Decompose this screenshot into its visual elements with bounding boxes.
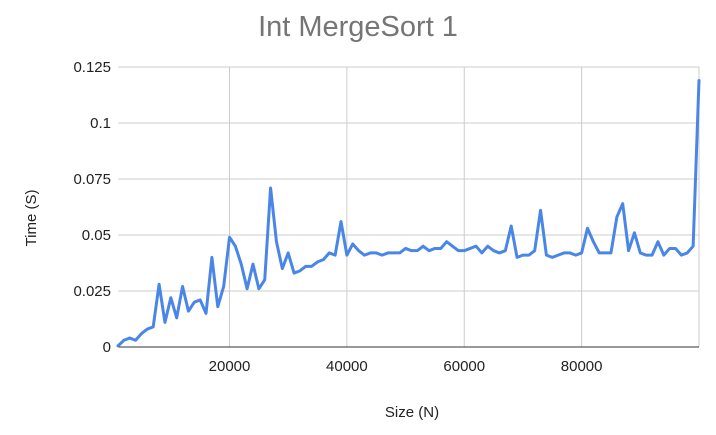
series-line xyxy=(116,78,701,348)
x-tick-label: 60000 xyxy=(443,358,485,375)
y-tick-label: 0.075 xyxy=(73,171,111,188)
y-axis-tick-labels: 0 0.025 0.05 0.075 0.1 0.125 xyxy=(73,59,111,356)
x-axis-title: Size (N) xyxy=(385,404,439,421)
x-gridlines xyxy=(229,67,700,347)
y-tick-label: 0.025 xyxy=(73,283,111,300)
y-tick-label: 0.05 xyxy=(82,227,111,244)
x-tick-label: 80000 xyxy=(561,358,603,375)
chart-title: Int MergeSort 1 xyxy=(258,11,458,43)
x-axis-tick-labels: 20000 40000 60000 80000 xyxy=(209,358,603,375)
y-axis-title: Time (S) xyxy=(23,190,40,247)
y-tick-label: 0.1 xyxy=(90,115,111,132)
y-tick-label: 0 xyxy=(103,339,111,356)
y-tick-label: 0.125 xyxy=(73,59,111,76)
x-tick-label: 40000 xyxy=(326,358,368,375)
y-gridlines xyxy=(118,66,699,292)
x-tick-label: 20000 xyxy=(209,358,251,375)
series-layer xyxy=(116,78,701,348)
